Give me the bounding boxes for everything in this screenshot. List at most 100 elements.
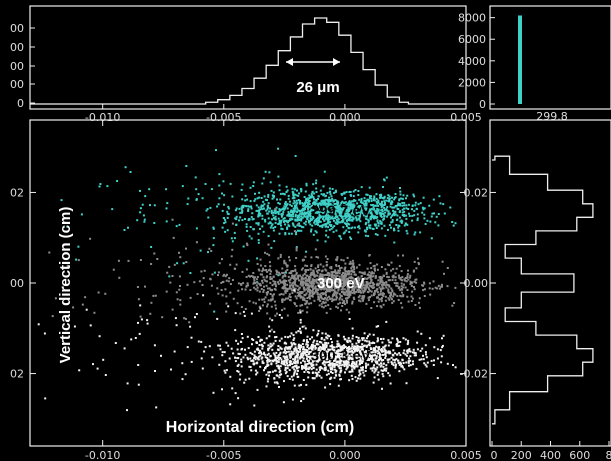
scatter-point (351, 300, 354, 303)
scatter-point (43, 332, 46, 335)
scatter-point (359, 201, 362, 204)
scatter-point (331, 281, 334, 284)
scatter-point (383, 200, 386, 203)
scatter-point (315, 231, 318, 234)
scatter-point (322, 292, 325, 295)
scatter-point (345, 278, 348, 281)
scatter-point (305, 220, 307, 223)
scatter-point (232, 352, 235, 355)
scatter-point (254, 369, 257, 372)
scatter-point (353, 199, 356, 202)
scatter-point (344, 274, 347, 277)
scatter-point (312, 350, 315, 353)
scatter-point (365, 221, 368, 224)
scatter-point (298, 229, 301, 232)
scatter-point (425, 365, 428, 368)
scatter-point (320, 292, 323, 295)
scatter-point (375, 345, 378, 348)
scatter-point (275, 206, 278, 209)
scatter-point (225, 341, 228, 344)
scatter-point (366, 353, 369, 356)
scatter-point (332, 199, 335, 202)
scatter-point (387, 297, 390, 300)
y-axis-label: Vertical direction (cm) (57, 207, 74, 364)
scatter-point (261, 270, 264, 273)
scatter-point (324, 366, 327, 369)
scatter-point (247, 358, 250, 361)
scatter-point (378, 286, 381, 289)
scatter-point (323, 219, 326, 222)
scatter-point (342, 277, 345, 280)
scatter-point (301, 212, 304, 215)
scatter-point (286, 221, 289, 224)
scatter-point (348, 200, 351, 203)
scatter-point (412, 360, 414, 363)
scatter-point (244, 378, 247, 381)
scatter-point (328, 363, 331, 366)
scatter-point (368, 186, 371, 189)
scatter-point (378, 351, 381, 354)
scatter-point (369, 224, 372, 227)
scatter-point (338, 281, 341, 284)
scatter-point (387, 288, 390, 291)
scatter-point (240, 365, 243, 368)
scatter-point (358, 299, 361, 302)
scatter-point (366, 344, 369, 347)
scatter-point (321, 367, 324, 370)
scatter-point (334, 291, 337, 294)
scatter-point (75, 258, 78, 261)
scatter-point (371, 281, 374, 284)
scatter-point (347, 279, 349, 281)
scatter-point (304, 279, 307, 282)
scatter-point (369, 195, 371, 198)
scatter-point (316, 239, 319, 242)
scatter-point (318, 298, 321, 301)
scatter-point (377, 199, 380, 202)
scatter-point (323, 338, 326, 341)
scatter-point (308, 280, 311, 282)
scatter-point (291, 363, 294, 365)
scatter-point (306, 286, 309, 289)
scatter-point (320, 210, 323, 213)
scatter-point (261, 214, 264, 217)
scatter-point (407, 361, 410, 364)
scatter-point (243, 314, 246, 317)
scatter-point (401, 220, 404, 223)
scatter-point (377, 209, 380, 212)
scatter-point (299, 311, 302, 314)
scatter-point (365, 286, 368, 289)
scatter-point (377, 284, 380, 286)
scatter-point (428, 287, 431, 290)
scatter-point (253, 363, 255, 366)
scatter-point (329, 297, 332, 300)
scatter-point (402, 337, 405, 340)
scatter-point (401, 201, 404, 204)
scatter-point (300, 278, 303, 281)
scatter-point (284, 341, 287, 344)
scatter-point (316, 355, 319, 358)
scatter-point (291, 222, 294, 225)
scatter-point (374, 360, 377, 363)
scatter-point (292, 352, 295, 355)
scatter-point (383, 204, 386, 206)
scatter-point (401, 291, 403, 294)
scatter-point (258, 196, 261, 199)
scatter-point (278, 184, 281, 187)
scatter-point (267, 222, 270, 225)
scatter-point (117, 259, 120, 262)
scatter-point (331, 353, 333, 356)
scatter-point (278, 202, 281, 205)
scatter-point (223, 351, 226, 354)
scatter-point (271, 197, 274, 200)
scatter-point (375, 212, 378, 215)
scatter-point (325, 288, 328, 291)
scatter-point (309, 347, 311, 350)
scatter-point (168, 265, 171, 268)
scatter-point (350, 353, 353, 356)
scatter-point (333, 346, 336, 349)
scatter-point (437, 284, 440, 287)
scatter-point (139, 189, 141, 192)
scatter-point (267, 195, 270, 198)
scatter-point (301, 325, 304, 328)
scatter-point (311, 224, 314, 227)
